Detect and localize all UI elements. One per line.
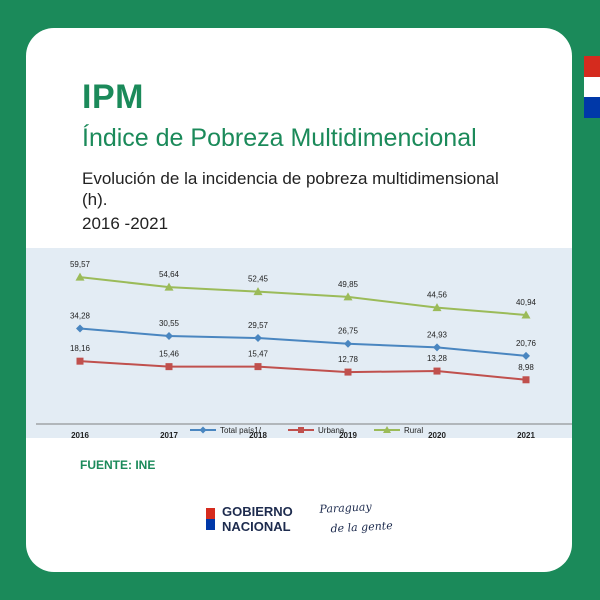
flag-red-stripe [584, 56, 600, 77]
x-tick-label: 2016 [71, 431, 89, 438]
slogan-line2: de la gente [330, 519, 393, 536]
gobierno-line2: NACIONAL [222, 519, 291, 534]
x-tick-label: 2017 [160, 431, 178, 438]
series-line-total-pa-s1- [79, 327, 527, 357]
data-point [433, 367, 441, 375]
gobierno-nacional-logo: GOBIERNO NACIONAL [222, 504, 293, 534]
paraguay-de-la-gente-logo: Paraguay de la gente [319, 496, 393, 540]
data-label: 44,56 [427, 291, 448, 300]
series-line-rural [79, 276, 527, 316]
x-tick-label: 2021 [517, 431, 535, 438]
data-label: 30,55 [159, 319, 180, 328]
gobierno-line1: GOBIERNO [222, 504, 293, 519]
legend-marker [298, 427, 304, 433]
data-label: 20,76 [516, 339, 537, 348]
chart-description: Evolución de la incidencia de pobreza mu… [82, 169, 499, 209]
legend-marker [199, 426, 207, 434]
data-label: 24,93 [427, 330, 448, 339]
legend-label: Urbana [318, 426, 345, 435]
data-label: 40,94 [516, 298, 537, 307]
legend-marker [383, 426, 391, 433]
gobierno-flag-icon [206, 508, 215, 530]
data-label: 12,78 [338, 355, 359, 364]
flag-blue-stripe [584, 97, 600, 118]
data-point [344, 339, 352, 348]
page-subtitle: Índice de Pobreza Multidimencional [82, 124, 477, 152]
chart-panel: 2016 2017 2018 2019 2020 2021 34,28 30,55 29,57 2… [26, 248, 572, 438]
data-point [432, 303, 442, 312]
logos-footer: GOBIERNO NACIONAL Paraguay de la gente [202, 496, 422, 548]
x-tick-label: 2019 [339, 431, 357, 438]
data-label: 54,64 [159, 270, 180, 279]
data-point [343, 292, 353, 301]
data-point [344, 368, 352, 376]
series-line-urbana [79, 360, 527, 381]
data-point [522, 351, 530, 360]
data-label: 34,28 [70, 311, 91, 320]
flag-white-stripe [584, 76, 600, 98]
gobierno-flag-blue [206, 519, 215, 530]
data-point [164, 282, 174, 291]
data-label: 59,57 [70, 260, 91, 269]
data-point [254, 363, 262, 371]
data-point [433, 343, 441, 352]
data-label: 13,28 [427, 354, 448, 363]
data-point [76, 324, 84, 333]
data-label: 15,46 [159, 350, 180, 359]
paraguay-flag [584, 56, 600, 118]
data-label: 26,75 [338, 327, 359, 336]
source-label: FUENTE: INE [80, 458, 156, 472]
page-title: IPM [82, 78, 144, 116]
data-point [75, 272, 85, 281]
data-label: 15,47 [248, 350, 269, 359]
chart-period: 2016 -2021 [82, 214, 169, 233]
legend-label: Rural [404, 426, 423, 435]
legend-label: Total país1/ [220, 426, 262, 435]
data-label: 18,16 [70, 344, 91, 353]
data-point [522, 376, 530, 384]
data-point [254, 334, 262, 343]
gobierno-flag-red [206, 508, 215, 519]
data-label: 29,57 [248, 321, 269, 330]
data-point [521, 310, 531, 319]
line-chart: 2016 2017 2018 2019 2020 2021 34,28 30,55 29,57 2… [36, 260, 572, 438]
data-label: 49,85 [338, 280, 359, 289]
x-tick-label: 2018 [249, 431, 267, 438]
data-point [165, 363, 173, 371]
data-point [165, 332, 173, 341]
x-tick-label: 2020 [428, 431, 446, 438]
data-point [253, 287, 263, 296]
data-label: 8,98 [518, 363, 534, 372]
data-point [76, 357, 84, 365]
data-label: 52,45 [248, 275, 269, 284]
content-card: IPM Índice de Pobreza Multidimencional E… [26, 28, 572, 572]
